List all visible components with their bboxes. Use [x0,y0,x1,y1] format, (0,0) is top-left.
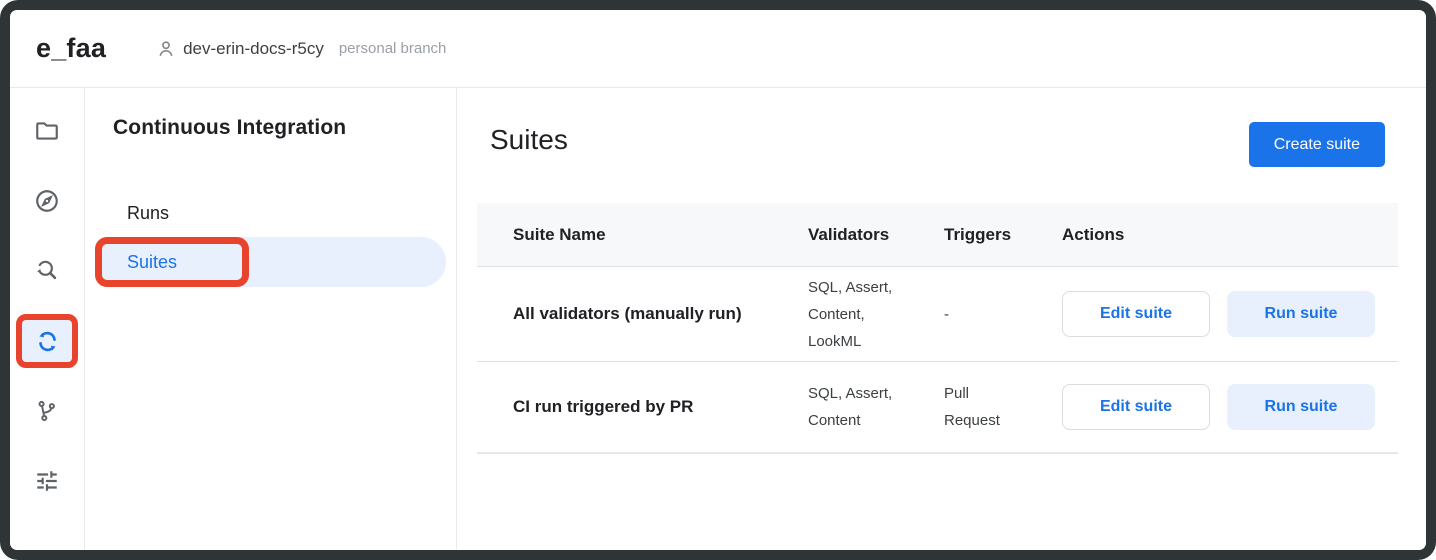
triggers-cell: Pull Request [944,385,1000,429]
nav-item-suites[interactable]: Suites [95,237,446,287]
body-row: Continuous Integration Runs Suites Suite… [10,88,1426,550]
ci-nav-panel: Continuous Integration Runs Suites [85,88,457,550]
app-window: e_faa dev-erin-docs-r5cy personal branch [10,10,1426,550]
left-icon-rail [10,88,85,550]
nav-item-label: Runs [127,202,170,223]
suites-table: Suite Name Validators Triggers Actions A… [477,203,1398,454]
table-header-row: Suite Name Validators Triggers Actions [477,203,1398,267]
git-branch-icon[interactable] [22,390,72,432]
page-title: Suites [490,124,568,155]
column-header-validators: Validators [808,224,890,244]
nav-list: Runs Suites [85,191,456,287]
nav-item-runs[interactable]: Runs [85,191,456,235]
person-icon [156,39,176,59]
create-suite-button[interactable]: Create suite [1248,122,1385,167]
nav-item-label: Suites [127,251,178,272]
search-history-icon[interactable] [22,250,72,292]
edit-suite-button[interactable]: Edit suite [1062,384,1210,430]
git-branch-indicator: dev-erin-docs-r5cy personal branch [156,39,446,59]
column-header-triggers: Triggers [944,224,1012,244]
column-header-actions: Actions [1062,224,1125,244]
nav-panel-title: Continuous Integration [113,116,347,139]
run-suite-button[interactable]: Run suite [1227,384,1375,430]
branch-type-label: personal branch [338,40,447,57]
folder-icon[interactable] [22,110,72,152]
branch-name: dev-erin-docs-r5cy [183,38,324,58]
run-suite-button[interactable]: Run suite [1227,291,1375,337]
project-title: e_faa [36,33,107,63]
sync-icon[interactable] [16,314,78,368]
top-header-bar: e_faa dev-erin-docs-r5cy personal branch [10,10,1426,88]
edit-suite-button[interactable]: Edit suite [1062,291,1210,337]
explore-compass-icon[interactable] [22,180,72,222]
column-header-suite-name: Suite Name [513,224,606,244]
validators-cell: SQL, Assert, Content, LookML [808,278,893,350]
table-row: CI run triggered by PR SQL, Assert, Cont… [477,362,1398,454]
validators-cell: SQL, Assert, Content [808,385,893,429]
tune-settings-icon[interactable] [22,460,72,502]
triggers-cell: - [944,305,949,323]
suite-name-cell: All validators (manually run) [513,304,742,323]
table-row: All validators (manually run) SQL, Asser… [477,267,1398,362]
suites-main-content: Suites Create suite Suite Name Validator… [457,88,1426,550]
suite-name-cell: CI run triggered by PR [513,397,694,416]
